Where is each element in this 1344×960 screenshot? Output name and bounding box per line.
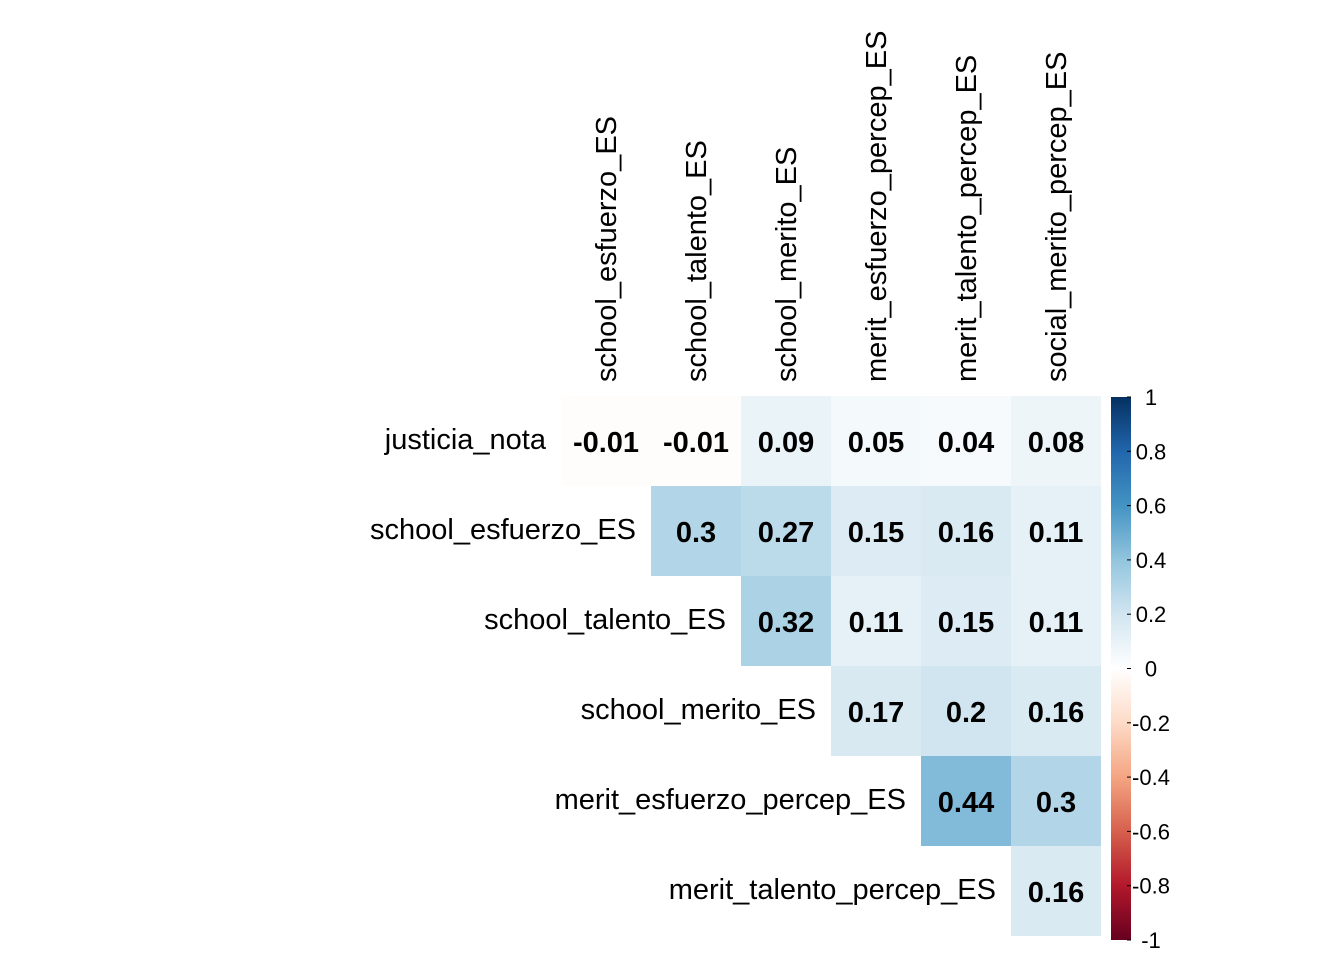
color-legend-bar (1111, 397, 1131, 940)
column-label: school_merito_ES (771, 147, 803, 382)
cell-value-label: 0.3 (676, 517, 716, 549)
row-label: school_talento_ES (484, 604, 726, 636)
cell-value-label: -0.01 (573, 427, 639, 459)
heatmap-cell (651, 486, 741, 576)
heatmap-cell (921, 756, 1011, 846)
cell-value-label: 0.15 (938, 607, 994, 639)
cell-value-label: 0.11 (849, 607, 904, 639)
heatmap-cells (561, 396, 1101, 936)
heatmap-cell (741, 396, 831, 486)
legend-tick-label: 0.8 (1136, 439, 1167, 464)
cell-value-label: 0.3 (1036, 787, 1076, 819)
column-label: school_talento_ES (681, 140, 713, 382)
row-label: justicia_nota (384, 424, 547, 456)
column-label: merit_talento_percep_ES (951, 55, 983, 382)
cell-value-label: 0.27 (758, 517, 814, 549)
cell-value-label: 0.11 (1029, 607, 1084, 639)
heatmap-cell (1011, 846, 1101, 936)
legend-tick-label: -0.4 (1132, 765, 1170, 790)
heatmap-cell (561, 396, 651, 486)
heatmap-cell (741, 486, 831, 576)
legend-tick-label: 0.2 (1136, 602, 1167, 627)
heatmap-cell (921, 666, 1011, 756)
heatmap-cell (831, 666, 921, 756)
cell-value-label: 0.44 (938, 787, 994, 819)
cell-value-label: 0.16 (1028, 877, 1084, 909)
heatmap-cell (1011, 576, 1101, 666)
column-labels: school_esfuerzo_ES school_talento_ES schoo… (591, 31, 1073, 382)
heatmap-cell-labels: -0.01 -0.01 0.09 0.05 0.04 0.08 0.3 0.27 0.15 0.1… (573, 427, 1084, 909)
row-label: merit_talento_percep_ES (669, 874, 996, 906)
legend-tick-label: 1 (1145, 385, 1157, 410)
cell-value-label: -0.01 (663, 427, 729, 459)
heatmap-cell (921, 576, 1011, 666)
legend-tick-label: -0.2 (1132, 711, 1170, 736)
cell-value-label: 0.08 (1028, 427, 1084, 459)
cell-value-label: 0.16 (938, 517, 994, 549)
heatmap-cell (831, 576, 921, 666)
row-labels: justicia_nota school_esfuerzo_ES school_ta… (370, 424, 996, 906)
column-label: merit_esfuerzo_percep_ES (861, 31, 893, 382)
row-label: merit_esfuerzo_percep_ES (555, 784, 906, 816)
row-label: school_merito_ES (581, 694, 816, 726)
row-label: school_esfuerzo_ES (370, 514, 636, 546)
legend-tick-label: 0 (1145, 657, 1157, 682)
heatmap-cell (1011, 486, 1101, 576)
column-label: school_esfuerzo_ES (591, 116, 623, 382)
heatmap-cell (831, 486, 921, 576)
cell-value-label: 0.04 (938, 427, 994, 459)
heatmap-cell (1011, 756, 1101, 846)
cell-value-label: 0.05 (848, 427, 904, 459)
legend-tick-label: 0.6 (1136, 494, 1167, 519)
legend-tick-label: -0.8 (1132, 874, 1170, 899)
color-legend: 1 0.8 0.6 0.4 0.2 0 -0.2 -0.4 -0.6 -0.8 -1 (1111, 385, 1170, 953)
column-label: social_merito_percep_ES (1041, 52, 1073, 382)
heatmap-cell (921, 486, 1011, 576)
cell-value-label: 0.15 (848, 517, 904, 549)
heatmap-cell (921, 396, 1011, 486)
heatmap-cell (1011, 666, 1101, 756)
cell-value-label: 0.11 (1029, 517, 1084, 549)
legend-tick-label: 0.4 (1136, 548, 1167, 573)
heatmap-cell (1011, 396, 1101, 486)
heatmap-cell (651, 396, 741, 486)
color-legend-ticks: 1 0.8 0.6 0.4 0.2 0 -0.2 -0.4 -0.6 -0.8 -1 (1127, 385, 1170, 953)
heatmap-cell (741, 576, 831, 666)
legend-tick-label: -0.6 (1132, 819, 1170, 844)
heatmap-cell (831, 396, 921, 486)
cell-value-label: 0.16 (1028, 697, 1084, 729)
cell-value-label: 0.2 (946, 697, 986, 729)
cell-value-label: 0.32 (758, 607, 814, 639)
cell-value-label: 0.17 (848, 697, 904, 729)
legend-tick-label: -1 (1141, 928, 1161, 953)
cell-value-label: 0.09 (758, 427, 814, 459)
